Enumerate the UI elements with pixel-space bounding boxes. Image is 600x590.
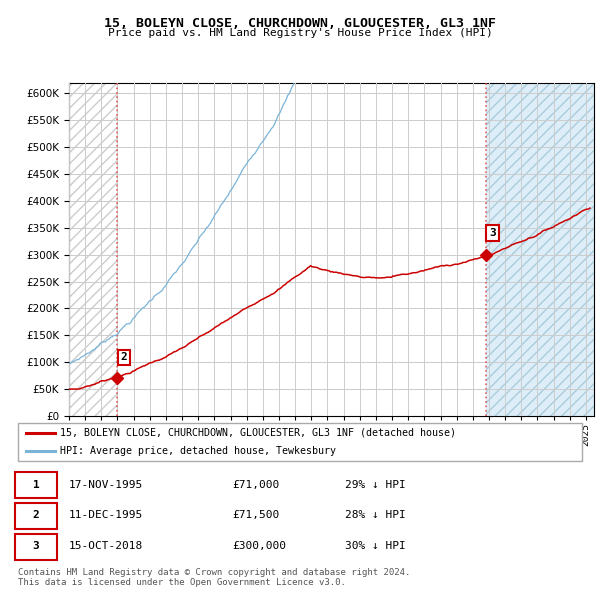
- Text: £300,000: £300,000: [232, 541, 286, 551]
- Text: Contains HM Land Registry data © Crown copyright and database right 2024.
This d: Contains HM Land Registry data © Crown c…: [18, 568, 410, 587]
- Text: 30% ↓ HPI: 30% ↓ HPI: [345, 541, 406, 551]
- Text: 1: 1: [32, 480, 40, 490]
- Text: 15-OCT-2018: 15-OCT-2018: [69, 541, 143, 551]
- Text: 15, BOLEYN CLOSE, CHURCHDOWN, GLOUCESTER, GL3 1NF (detached house): 15, BOLEYN CLOSE, CHURCHDOWN, GLOUCESTER…: [60, 428, 457, 438]
- Text: 28% ↓ HPI: 28% ↓ HPI: [345, 510, 406, 520]
- FancyBboxPatch shape: [15, 533, 58, 559]
- Text: Price paid vs. HM Land Registry's House Price Index (HPI): Price paid vs. HM Land Registry's House …: [107, 28, 493, 38]
- Text: £71,500: £71,500: [232, 510, 280, 520]
- Text: 15, BOLEYN CLOSE, CHURCHDOWN, GLOUCESTER, GL3 1NF: 15, BOLEYN CLOSE, CHURCHDOWN, GLOUCESTER…: [104, 17, 496, 30]
- Text: 2: 2: [121, 352, 127, 362]
- Text: 11-DEC-1995: 11-DEC-1995: [69, 510, 143, 520]
- Text: 3: 3: [489, 228, 496, 238]
- Text: 17-NOV-1995: 17-NOV-1995: [69, 480, 143, 490]
- Text: 2: 2: [32, 510, 40, 520]
- Text: 29% ↓ HPI: 29% ↓ HPI: [345, 480, 406, 490]
- FancyBboxPatch shape: [15, 472, 58, 498]
- Text: £71,000: £71,000: [232, 480, 280, 490]
- Text: HPI: Average price, detached house, Tewkesbury: HPI: Average price, detached house, Tewk…: [60, 445, 337, 455]
- Text: 3: 3: [32, 541, 40, 551]
- FancyBboxPatch shape: [15, 503, 58, 529]
- FancyBboxPatch shape: [18, 423, 582, 461]
